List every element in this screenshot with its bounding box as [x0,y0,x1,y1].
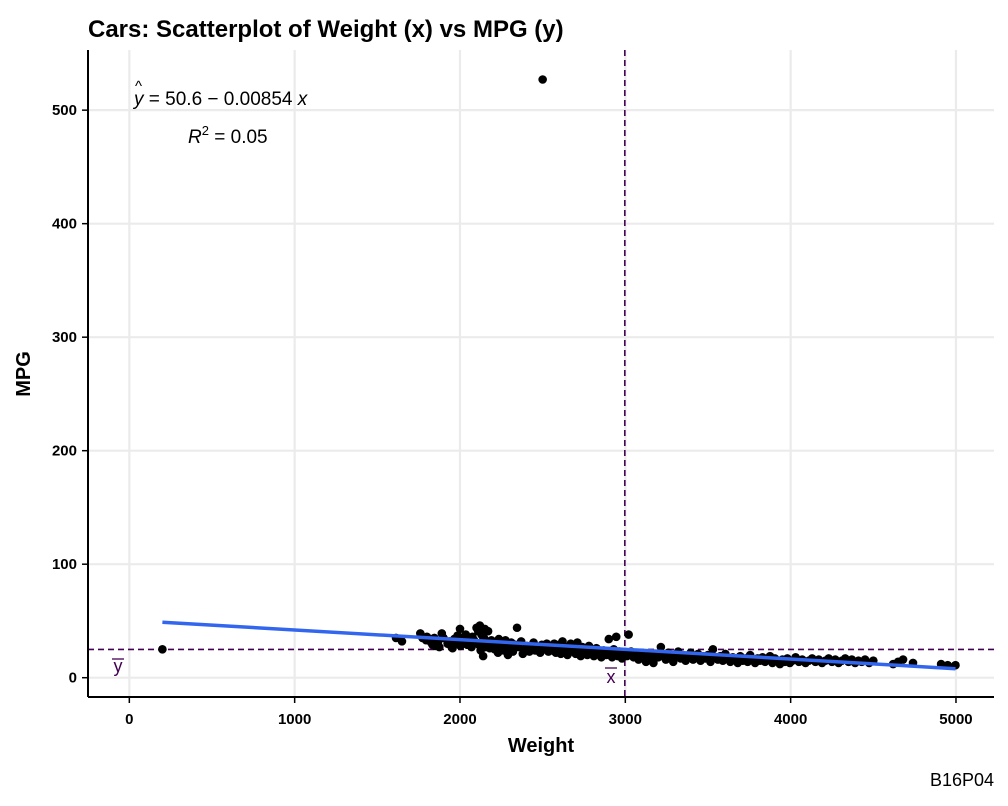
data-point [611,632,621,642]
y-tick-label: 0 [69,670,77,687]
x-tick-label: 2000 [443,711,476,728]
r-squared-text: R2 = 0.05 [188,123,268,148]
data-point [512,623,522,633]
regression-equation: y = 50.6 − 0.00854 x ^ R2 = 0.05 [132,78,309,148]
equation-text: y = 50.6 − 0.00854 x [132,89,309,110]
data-point [467,642,476,652]
data-point [397,637,407,646]
y-tick-label: 300 [52,329,77,346]
equation-rhs: = 50.6 − 0.00854 [144,89,298,110]
data-point [158,645,167,654]
y-tick-label: 100 [52,556,77,573]
data-point [708,645,718,654]
data-point [435,642,444,652]
plot-caption: B16P04 [930,770,994,790]
data-point [483,626,493,636]
y-axis-title: MPG [13,351,35,397]
data-point [538,75,547,84]
y-axis-ticks: 0 100 200 300 400 500 [52,102,88,687]
r-squared-r: R [188,127,202,148]
data-point [455,624,465,634]
r-squared-value: = 0.05 [209,127,268,148]
data-point [898,655,908,664]
x-axis-ticks: 0 1000 2000 3000 4000 5000 [125,697,973,728]
x-tick-label: 1000 [278,711,311,728]
data-point [656,642,666,652]
mean-x-label-group: x [605,667,617,687]
y-tick-label: 500 [52,102,77,119]
data-point [649,658,658,668]
mean-y-label: y [114,656,123,676]
x-tick-label: 5000 [939,711,972,728]
data-point [508,647,518,656]
mean-y-label-group: y [112,656,124,676]
equation-yhat: y [132,89,145,110]
r-squared-sup: 2 [202,123,209,138]
y-tick-label: 400 [52,216,77,233]
data-point [448,643,457,653]
data-points [158,75,960,670]
x-tick-label: 4000 [774,711,807,728]
chart-title: Cars: Scatterplot of Weight (x) vs MPG (… [88,16,564,43]
axes [87,50,994,698]
equation-x: x [297,89,309,110]
regression-line [162,620,956,671]
data-point [624,630,633,639]
data-point [604,634,614,644]
equation-hat-mark: ^ [135,78,142,95]
data-point [478,651,488,661]
x-tick-label: 3000 [609,711,642,728]
regression-line-group [162,620,956,671]
y-tick-label: 200 [52,443,77,460]
grid [88,50,994,697]
mean-x-label: x [607,667,616,687]
x-axis-title: Weight [508,735,575,757]
x-tick-label: 0 [125,711,133,728]
